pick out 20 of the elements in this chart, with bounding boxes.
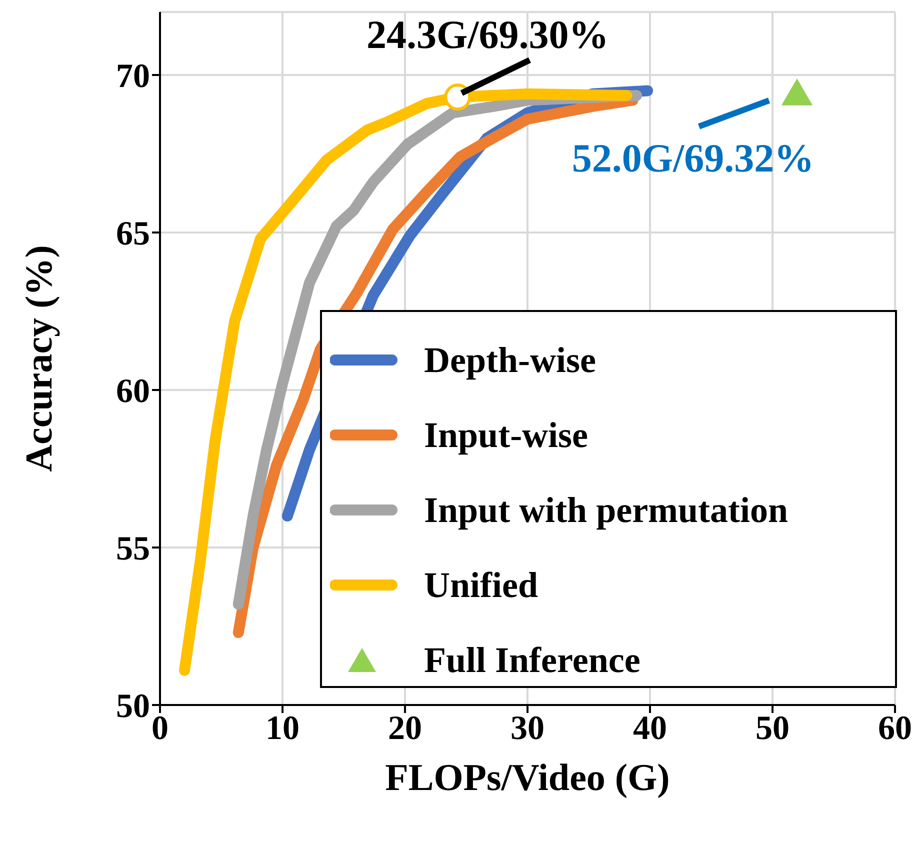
x-axis-title: FLOPs/Video (G) [385,757,670,799]
x-tick-label: 0 [152,710,168,748]
annotation: 52.0G/69.32% [572,136,814,181]
y-tick-label: 70 [116,58,150,96]
x-tick-label: 50 [756,710,790,748]
y-tick-label: 60 [116,373,150,410]
annotation: 24.3G/69.30% [366,12,609,58]
y-axis-title: Accuracy (%) [18,245,60,472]
legend-label: Input with permutation [424,488,788,530]
x-tick-label: 30 [510,710,544,748]
y-tick-label: 65 [116,216,150,253]
x-tick-label: 60 [878,710,912,748]
legend-label: Depth-wise [424,338,596,380]
x-tick-label: 40 [633,710,667,748]
x-tick-label: 20 [388,710,422,748]
legend-label: Full Inference [424,638,640,680]
legend-label: Input-wise [424,414,588,456]
legend-label: Unified [424,564,538,606]
y-tick-label: 55 [116,530,150,568]
x-tick-label: 10 [266,710,300,748]
